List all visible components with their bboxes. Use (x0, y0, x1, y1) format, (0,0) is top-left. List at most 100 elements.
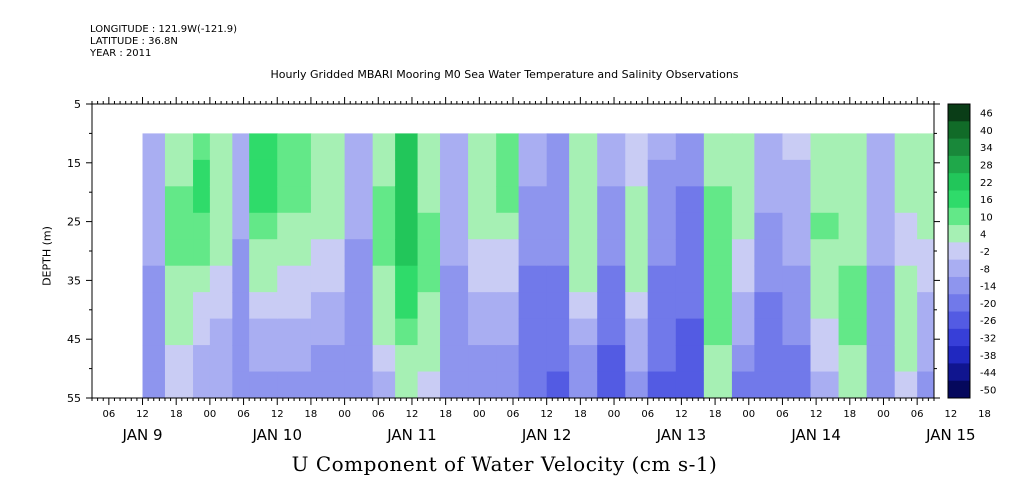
x-day-label: JAN 11 (386, 426, 437, 444)
colorbar-cell (948, 311, 970, 330)
heatmap-cell (468, 292, 497, 320)
heatmap-cell (917, 186, 934, 214)
heatmap-cell (625, 345, 649, 373)
heatmap-cell (917, 212, 934, 240)
heatmap-cell (546, 186, 570, 214)
heatmap-cell (372, 239, 396, 267)
heatmap-cell (232, 371, 250, 398)
heatmap-cell (518, 371, 548, 398)
x-hour-label: 18 (305, 409, 318, 420)
heatmap-cell (866, 292, 896, 320)
heatmap-cell (569, 186, 598, 214)
heatmap-cell (496, 159, 520, 187)
colorbar-cell (948, 207, 970, 226)
heatmap-cell (569, 159, 598, 187)
heatmap-cell (675, 292, 705, 320)
heatmap-cell (249, 318, 278, 346)
x-hour-label: 12 (944, 409, 957, 420)
y-tick-label: 55 (67, 392, 81, 405)
colorbar-cell (948, 242, 970, 261)
heatmap-cell (838, 292, 868, 320)
colorbar-label: -38 (980, 351, 996, 362)
heatmap-cell (164, 133, 194, 161)
colorbar-label: -8 (980, 264, 990, 275)
heatmap-cell (468, 265, 497, 293)
heatmap-cell (142, 265, 166, 293)
heatmap-cell (917, 265, 934, 293)
heatmap-cell (440, 239, 469, 267)
heatmap-cell (754, 239, 784, 267)
heatmap-cell (344, 318, 374, 346)
heatmap-cell (625, 133, 649, 161)
heatmap-cell (344, 239, 374, 267)
heatmap-cell (731, 239, 755, 267)
heatmap-cell (277, 292, 312, 320)
heatmap-cell (249, 345, 278, 373)
heatmap-cell (894, 318, 918, 346)
heatmap-cell (440, 159, 469, 187)
x-hour-label: 18 (843, 409, 856, 420)
heatmap-cell (193, 212, 211, 240)
x-hour-label: 00 (473, 409, 486, 420)
longitude-label: LONGITUDE : 121.9W(-121.9) (90, 24, 237, 35)
heatmap-cell (310, 265, 346, 293)
heatmap-cell (866, 212, 896, 240)
heatmap-cell (468, 212, 497, 240)
heatmap-cell (647, 239, 677, 267)
heatmap-cell (209, 239, 233, 267)
heatmap-cell (417, 133, 441, 161)
heatmap-cell (703, 133, 733, 161)
heatmap-cell (142, 292, 166, 320)
heatmap-cell (546, 212, 570, 240)
heatmap-cell (496, 371, 520, 398)
heatmap-cell (193, 265, 211, 293)
heatmap-cell (417, 239, 441, 267)
x-hour-label: 06 (237, 409, 250, 420)
x-hour-label: 00 (338, 409, 351, 420)
heatmap-cell (310, 133, 346, 161)
heatmap-cell (193, 292, 211, 320)
x-hour-label: 12 (136, 409, 149, 420)
heatmap-cell (647, 212, 677, 240)
latitude-label: LATITUDE : 36.8N (90, 36, 178, 47)
heatmap-cell (917, 345, 934, 373)
heatmap-cell (625, 239, 649, 267)
heatmap-cell (193, 159, 211, 187)
heatmap-cell (569, 265, 598, 293)
colorbar-label: 40 (980, 126, 993, 137)
heatmap-cell (597, 265, 626, 293)
heatmap-cell (344, 265, 374, 293)
colorbar-label: -2 (980, 247, 990, 258)
heatmap-cell (372, 292, 396, 320)
heatmap-cell (496, 186, 520, 214)
heatmap-cell (232, 318, 250, 346)
heatmap-cell (810, 133, 840, 161)
x-hour-label: 12 (540, 409, 553, 420)
heatmap-cell (395, 159, 419, 187)
heatmap-cell (142, 239, 166, 267)
heatmap-cell (647, 265, 677, 293)
heatmap-cell (675, 186, 705, 214)
heatmap-cell (249, 159, 278, 187)
x-hour-label: 00 (742, 409, 755, 420)
chart-title: Hourly Gridded MBARI Mooring M0 Sea Wate… (270, 68, 739, 81)
heatmap-cell (142, 212, 166, 240)
colorbar-label: -32 (980, 333, 996, 344)
heatmap-cell (142, 186, 166, 214)
colorbar-cell (948, 276, 970, 295)
heatmap-cell (468, 159, 497, 187)
heatmap-cell (731, 212, 755, 240)
heatmap-cell (417, 212, 441, 240)
heatmap-cell (277, 239, 312, 267)
x-hour-label: 12 (406, 409, 419, 420)
colorbar-label: 22 (980, 178, 993, 189)
heatmap-cell (164, 239, 194, 267)
heatmap-cell (703, 371, 733, 398)
heatmap-cell (810, 371, 840, 398)
heatmap-cell (810, 212, 840, 240)
x-hour-label: 18 (439, 409, 452, 420)
x-hour-label: 06 (102, 409, 115, 420)
heatmap-cell (344, 292, 374, 320)
heatmap-cell (782, 212, 812, 240)
heatmap-cell (372, 212, 396, 240)
